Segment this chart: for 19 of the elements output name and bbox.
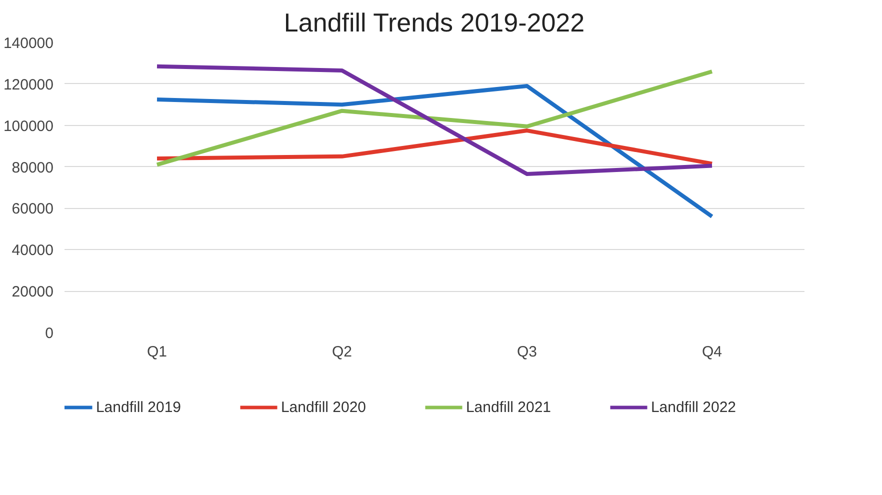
line-series	[155, 84, 714, 218]
chart-title: Landfill Trends 2019-2022	[284, 8, 585, 38]
y-tick-label: 140000	[3, 35, 54, 52]
y-tick-label: 0	[45, 325, 54, 342]
y-tick-label: 80000	[12, 159, 54, 176]
legend-label: Landfill 2019	[96, 399, 182, 416]
legend-label: Landfill 2022	[650, 399, 736, 416]
line-series	[155, 128, 714, 166]
legend-label: Landfill 2021	[466, 399, 552, 416]
y-tick-label: 120000	[3, 76, 54, 94]
x-tick-label: Q1	[146, 344, 168, 360]
y-tick-label: 20000	[12, 284, 54, 301]
y-tick-label: 100000	[3, 118, 54, 135]
y-tick-label: 60000	[12, 200, 54, 218]
x-tick-label: Q2	[332, 344, 352, 360]
y-tick-label: 40000	[12, 242, 54, 260]
x-tick-label: Q3	[516, 344, 538, 360]
x-tick-label: Q4	[702, 344, 722, 360]
legend-label: Landfill 2020	[280, 399, 366, 416]
